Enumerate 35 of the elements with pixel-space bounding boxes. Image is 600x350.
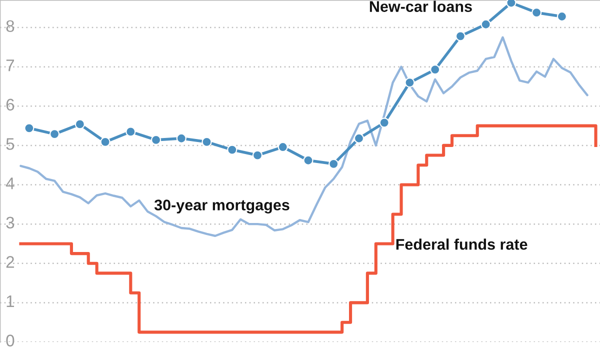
y-tick-label: 4: [6, 178, 14, 190]
y-tick-label: 2: [6, 256, 14, 268]
point: [49, 128, 60, 140]
point: [252, 150, 263, 160]
point: [24, 123, 34, 134]
point: [430, 64, 440, 75]
y-tick-label: 3: [6, 216, 14, 229]
point: [328, 158, 339, 169]
y-tick-label: 1: [6, 296, 14, 307]
y-tick-label: 6: [6, 98, 14, 111]
series-label: New-car loans: [370, 0, 472, 12]
point: [379, 118, 390, 128]
point: [532, 8, 542, 18]
y-tick-label: 8: [6, 20, 14, 32]
point: [126, 126, 136, 137]
point: [74, 119, 85, 130]
point: [506, 0, 516, 8]
point: [303, 155, 314, 166]
point: [455, 31, 466, 42]
point: [480, 19, 491, 30]
series-label: Federal funds rate: [396, 238, 528, 250]
y-tick-label: 0: [6, 334, 14, 346]
point: [278, 142, 288, 152]
line-series: [20, 36, 588, 237]
point: [354, 133, 364, 144]
series-label: 30-year mortgages: [154, 200, 290, 214]
y-tick-label: 5: [6, 138, 14, 150]
point: [404, 77, 415, 88]
point: [100, 136, 110, 147]
point: [556, 11, 568, 22]
point: [176, 133, 186, 144]
y-tick-label: 7: [6, 60, 14, 72]
point: [202, 136, 212, 147]
point: [150, 134, 162, 146]
point: [227, 144, 238, 155]
